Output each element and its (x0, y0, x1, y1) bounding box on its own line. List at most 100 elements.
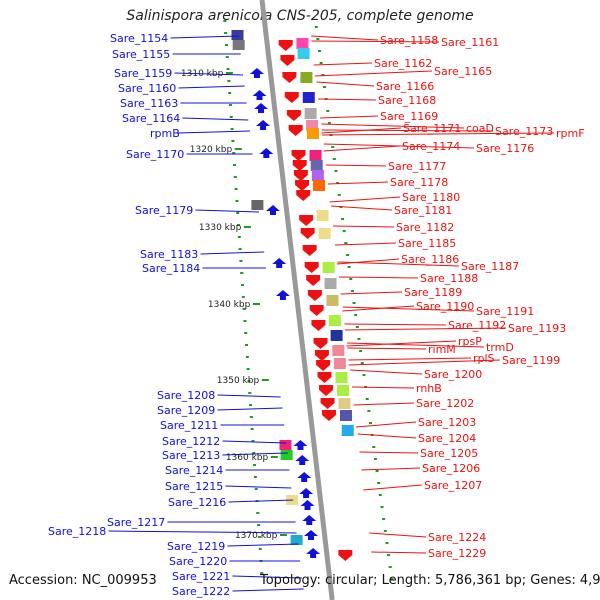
connector-line (344, 327, 507, 331)
connector-line (336, 258, 400, 265)
scale-tick (331, 146, 335, 148)
scale-tick (334, 170, 338, 172)
scale-tick (368, 422, 372, 424)
kbp-tick (252, 303, 260, 305)
scale-tick (241, 284, 245, 286)
reverse-gene (286, 110, 301, 121)
connector-line (337, 261, 460, 267)
scale-tick (238, 248, 242, 250)
scale-tick (337, 194, 341, 196)
connector-line (177, 130, 251, 134)
scale-tick (350, 290, 354, 292)
reverse-gene (316, 360, 331, 371)
gene-block (326, 295, 339, 306)
gene-label-right: Sare_1180 (402, 191, 460, 204)
gene-block (232, 40, 245, 50)
gene-block (302, 92, 315, 103)
gene-label-right: Sare_1224 (428, 531, 486, 544)
gene-label-left: rpmB (150, 127, 180, 140)
reverse-gene (278, 40, 293, 51)
gene-label-right: rplS (473, 352, 495, 365)
reverse-gene (284, 92, 299, 103)
scale-tick (228, 104, 232, 106)
reverse-gene (291, 150, 306, 161)
scale-tick (341, 218, 345, 220)
scale-tick (250, 428, 254, 430)
connector-line (313, 62, 373, 66)
scale-tick (257, 536, 261, 538)
forward-gene (272, 258, 287, 268)
gene-label-right: Sare_1181 (394, 204, 452, 217)
gene-label-right: Sare_1189 (404, 286, 462, 299)
connector-line (232, 575, 302, 579)
connector-line (232, 588, 304, 592)
forward-gene (259, 148, 274, 158)
forward-gene (275, 290, 290, 300)
connector-line (340, 291, 403, 295)
scale-tick (249, 404, 253, 406)
scale-tick (231, 140, 235, 142)
reverse-gene (282, 72, 297, 83)
kbp-tick (279, 534, 287, 536)
gene-block (297, 48, 310, 59)
connector-line (347, 342, 485, 348)
scale-tick (375, 470, 379, 472)
gene-block (335, 372, 348, 383)
connector-line (311, 35, 379, 41)
forward-gene (297, 472, 312, 482)
scale-tick (258, 548, 262, 550)
forward-gene (249, 68, 264, 78)
reverse-gene (309, 305, 324, 316)
scale-tick (332, 158, 336, 160)
reverse-gene (317, 372, 332, 383)
scale-tick (372, 446, 376, 448)
connector-line (217, 407, 283, 411)
scale-tick (243, 320, 247, 322)
gene-label-left: Sare_1216 (168, 496, 226, 509)
gene-block (324, 278, 337, 289)
scale-tick (251, 440, 255, 442)
forward-gene (295, 455, 310, 465)
scale-tick (225, 56, 229, 58)
scale-tick (314, 26, 318, 28)
gene-label-right: Sare_1204 (418, 432, 476, 445)
connector-line (361, 467, 421, 471)
gene-block (332, 345, 345, 356)
connector-line (351, 386, 415, 389)
gene-block (279, 440, 292, 450)
forward-gene (304, 530, 319, 540)
scale-tick (380, 506, 384, 508)
connector-line (344, 323, 447, 326)
reverse-gene (306, 275, 321, 286)
forward-gene (265, 205, 280, 215)
connector-line (316, 81, 375, 87)
kbp-tick (261, 379, 269, 381)
gene-label-left: Sare_1215 (165, 480, 223, 493)
gene-label-right: Sare_1193 (508, 322, 566, 335)
scale-tick (359, 350, 363, 352)
map-title: Salinispora arenicola CNS-205, complete … (126, 8, 474, 24)
gene-label-left: Sare_1160 (118, 82, 176, 95)
kbp-tick (225, 72, 233, 74)
gene-label-left: Sare_1218 (48, 525, 106, 538)
gene-label-right: Sare_1162 (374, 57, 432, 70)
gene-label-right: Sare_1169 (380, 110, 438, 123)
scale-tick (240, 272, 244, 274)
gene-label-right: Sare_1191 (476, 305, 534, 318)
scale-tick (378, 494, 382, 496)
connector-line (320, 115, 379, 119)
scale-tick (385, 542, 389, 544)
connector-line (321, 123, 465, 129)
scale-tick (344, 242, 348, 244)
scale-tick (241, 296, 245, 298)
gene-label-right: Sare_1165 (434, 65, 492, 78)
accession-text: Accession: NC_009953 (9, 573, 157, 588)
scale-tick (246, 368, 250, 370)
forward-gene (254, 103, 269, 113)
gene-label-right: Sare_1186 (401, 253, 459, 266)
scale-tick (237, 224, 241, 226)
forward-gene (256, 120, 271, 130)
kbp-label: 1350 kbp (217, 376, 260, 386)
gene-label-right: Sare_1166 (376, 80, 434, 93)
gene-label-right: Sare_1177 (388, 160, 446, 173)
